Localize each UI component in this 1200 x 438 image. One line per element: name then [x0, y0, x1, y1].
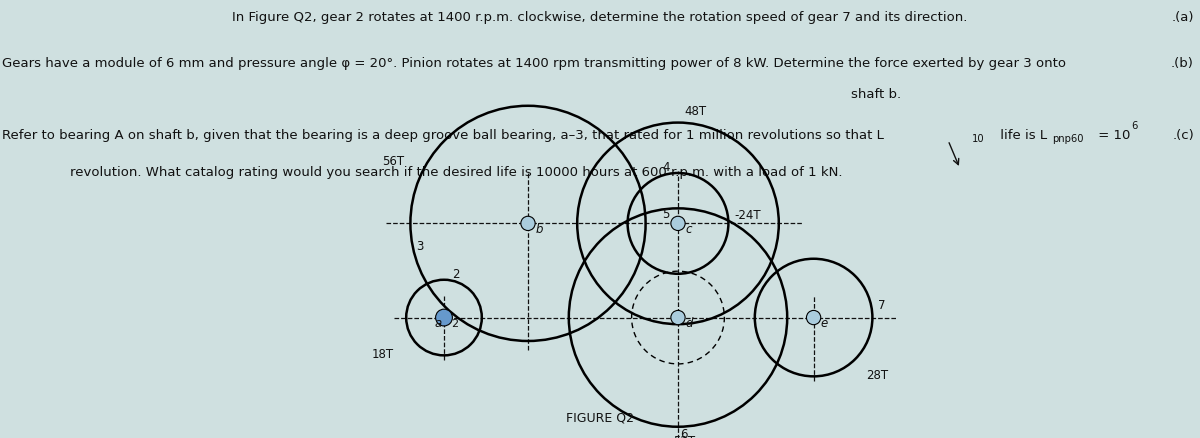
Text: pnp60: pnp60	[1052, 134, 1084, 145]
Text: = 10: = 10	[1094, 129, 1130, 142]
Text: e: e	[821, 317, 828, 330]
Text: 18T: 18T	[372, 347, 394, 360]
Text: 52T: 52T	[673, 435, 695, 438]
Text: d: d	[685, 317, 692, 330]
Text: c: c	[685, 223, 691, 236]
Ellipse shape	[671, 216, 685, 230]
Text: 2: 2	[452, 268, 460, 281]
Text: 3: 3	[416, 240, 424, 253]
Ellipse shape	[436, 309, 452, 326]
Text: Gears have a module of 6 mm and pressure angle φ = 20°. Pinion rotates at 1400 r: Gears have a module of 6 mm and pressure…	[2, 57, 1067, 70]
Text: 4: 4	[662, 161, 670, 174]
Text: .(c): .(c)	[1172, 129, 1194, 142]
Text: a: a	[434, 317, 442, 330]
Text: 10: 10	[972, 134, 985, 145]
Text: shaft b.: shaft b.	[851, 88, 901, 101]
Text: 2: 2	[451, 319, 458, 329]
Text: life is L: life is L	[996, 129, 1048, 142]
Ellipse shape	[521, 216, 535, 230]
Text: FIGURE Q2: FIGURE Q2	[566, 412, 634, 425]
Ellipse shape	[671, 311, 685, 325]
Text: -24T: -24T	[734, 209, 761, 222]
Text: In Figure Q2, gear 2 rotates at 1400 r.p.m. clockwise, determine the rotation sp: In Figure Q2, gear 2 rotates at 1400 r.p…	[233, 11, 967, 24]
Text: .(b): .(b)	[1171, 57, 1194, 70]
Text: b: b	[535, 223, 542, 236]
Text: 56T: 56T	[383, 155, 404, 168]
Text: 7: 7	[878, 299, 886, 312]
Text: 6: 6	[1132, 121, 1138, 131]
Text: Refer to bearing A on shaft b, given that the bearing is a deep groove ball bear: Refer to bearing A on shaft b, given tha…	[2, 129, 884, 142]
Text: .(a): .(a)	[1171, 11, 1194, 24]
Text: 48T: 48T	[684, 105, 706, 118]
Text: 6: 6	[680, 427, 688, 438]
Text: 28T: 28T	[866, 368, 888, 381]
Ellipse shape	[806, 311, 821, 325]
Text: 5: 5	[662, 208, 670, 221]
Text: revolution. What catalog rating would you search if the desired life is 10000 ho: revolution. What catalog rating would yo…	[70, 166, 842, 180]
